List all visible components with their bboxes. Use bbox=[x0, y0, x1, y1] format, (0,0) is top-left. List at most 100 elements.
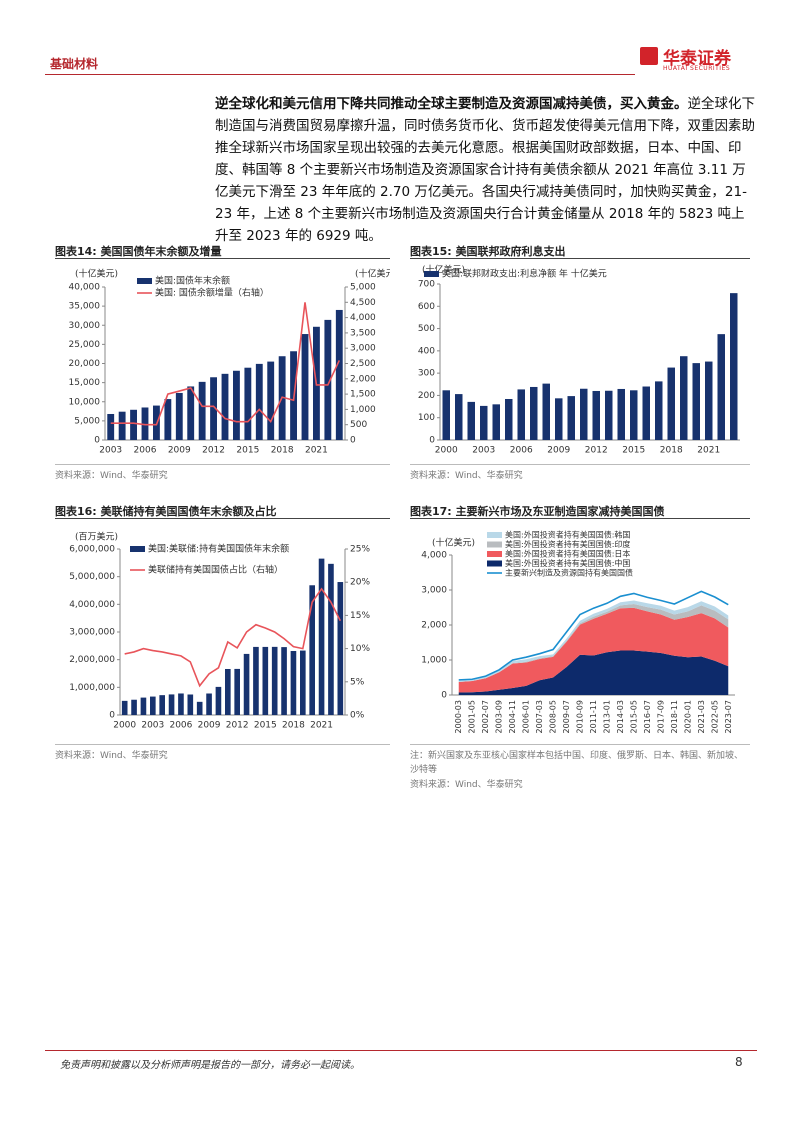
y2-tick-label: 25% bbox=[350, 545, 370, 555]
y-tick-label: 3,000,000 bbox=[69, 628, 115, 638]
y-tick-label: 35,000 bbox=[69, 302, 101, 312]
section: 基础材料 bbox=[50, 57, 99, 71]
area bbox=[458, 600, 729, 683]
x-tick-label: 2021 bbox=[310, 721, 333, 731]
bar bbox=[234, 668, 240, 715]
x-tick-label: 2016-07 bbox=[643, 700, 652, 733]
bar bbox=[267, 361, 275, 440]
y-tick-label: 700 bbox=[418, 280, 435, 290]
x-tick-label: 2000 bbox=[435, 446, 458, 456]
bar bbox=[692, 363, 700, 440]
line bbox=[110, 302, 341, 426]
rule bbox=[55, 744, 390, 745]
legend-swatch bbox=[487, 541, 502, 548]
source: 资料来源：Wind、华泰研究 bbox=[55, 751, 168, 761]
chart-label: 图表16: bbox=[55, 505, 97, 518]
y2-tick-label: 4,000 bbox=[350, 313, 376, 323]
y-tick-label: 10,000 bbox=[69, 397, 101, 407]
chart-title-text: 美联储持有美国国债年末余额及占比 bbox=[100, 505, 277, 518]
bar bbox=[253, 646, 259, 715]
y-tick-label: 4,000 bbox=[421, 551, 447, 561]
line bbox=[458, 590, 729, 681]
y-tick-label: 0 bbox=[94, 436, 100, 446]
x-tick-label: 2018-11 bbox=[670, 700, 679, 733]
bar bbox=[206, 693, 212, 715]
bar bbox=[164, 399, 172, 440]
bar bbox=[630, 390, 638, 440]
bar bbox=[667, 367, 675, 440]
legend-swatch bbox=[487, 560, 502, 567]
x-tick-label: 2015 bbox=[622, 446, 645, 456]
bar bbox=[233, 370, 240, 440]
bar bbox=[210, 377, 217, 440]
y-tick-label: 15,000 bbox=[69, 378, 101, 388]
y2-tick-label: 4,500 bbox=[350, 298, 376, 308]
disclaimer: 免责声明和披露以及分析师声明是报告的一部分，请务必一起阅读。 bbox=[60, 1060, 360, 1071]
chart-title: 图表14: 美国国债年末余额及增量 bbox=[55, 243, 222, 259]
legend-swatch bbox=[130, 546, 145, 552]
x-tick-label: 2003 bbox=[472, 446, 495, 456]
bar bbox=[221, 373, 229, 440]
x-tick-label: 2002-07 bbox=[481, 700, 490, 733]
note: 注：新兴国家及东亚核心国家样本包括中国、印度、俄罗斯、日本、韩国、新加坡、沙特等 bbox=[410, 751, 744, 775]
legend-swatch bbox=[424, 271, 439, 277]
y-tick-label: 0 bbox=[429, 436, 435, 446]
bar bbox=[580, 388, 588, 440]
bar bbox=[187, 694, 194, 715]
chart: 0 5,000 10,000 15,000 20,000 25,000 30,000 35,0… bbox=[69, 268, 391, 456]
y2-tick-label: 5% bbox=[350, 677, 365, 687]
y-tick-label: 4,000,000 bbox=[69, 600, 115, 610]
x-tick-label: 2021 bbox=[697, 446, 720, 456]
y2-tick-label: 500 bbox=[350, 420, 367, 430]
x-tick-label: 2009 bbox=[198, 721, 221, 731]
bar bbox=[225, 668, 231, 715]
body: 逆全球化下制造国与消费国贸易摩擦升温，同时债务货币化、货币超发使得美元信用下降，… bbox=[215, 96, 755, 244]
legend-swatch bbox=[487, 532, 502, 538]
source: 资料来源：Wind、华泰研究 bbox=[410, 471, 523, 481]
bar bbox=[121, 700, 128, 715]
y2-tick-label: 20% bbox=[350, 578, 370, 588]
y-tick-label: 25,000 bbox=[69, 340, 101, 350]
bar bbox=[335, 309, 343, 440]
bar bbox=[467, 401, 475, 440]
y2-tick-label: 5,000 bbox=[350, 283, 376, 293]
source: 资料来源：Wind、华泰研究 bbox=[55, 471, 168, 481]
logo-icon bbox=[640, 47, 658, 65]
bar bbox=[159, 695, 165, 715]
x-tick-label: 2018 bbox=[282, 721, 305, 731]
x-tick-label: 2023-07 bbox=[724, 700, 733, 733]
y-tick-label: 30,000 bbox=[69, 321, 101, 331]
x-tick-label: 2022-05 bbox=[710, 700, 719, 733]
bar bbox=[196, 701, 203, 715]
y2-tick-label: 15% bbox=[350, 611, 370, 621]
x-tick-label: 2003 bbox=[141, 721, 164, 731]
bar bbox=[505, 398, 513, 440]
y-tick-label: 20,000 bbox=[69, 359, 101, 369]
y-tick-label: 3,000 bbox=[421, 586, 447, 596]
y2-tick-label: 10% bbox=[350, 644, 370, 654]
y-tick-label: 100 bbox=[418, 413, 435, 423]
y-tick-label: 400 bbox=[418, 346, 435, 356]
y-unit: (十亿美元) bbox=[75, 268, 118, 280]
lead: 逆全球化和美元信用下降共同推动全球主要制造及资源国减持美债，买入黄金。 bbox=[215, 96, 688, 112]
bar bbox=[555, 398, 563, 440]
bar bbox=[517, 389, 525, 440]
bar bbox=[730, 293, 738, 440]
legend-label: 美国:外国投资者持有美国国债:印度 bbox=[505, 539, 630, 549]
x-tick-label: 2020-01 bbox=[683, 700, 692, 733]
bar bbox=[567, 396, 575, 440]
bar bbox=[328, 563, 334, 715]
y-tick-label: 6,000,000 bbox=[69, 545, 115, 555]
chart-label: 图表15: bbox=[410, 245, 452, 258]
y-tick-label: 500 bbox=[418, 324, 435, 334]
chart-title: 图表16: 美联储持有美国国债年末余额及占比 bbox=[55, 503, 277, 519]
y-tick-label: 2,000,000 bbox=[69, 655, 115, 665]
x-tick-label: 2011-11 bbox=[589, 700, 598, 733]
legend-swatch bbox=[137, 278, 152, 284]
y-tick-label: 40,000 bbox=[69, 283, 101, 293]
x-tick-label: 2017-09 bbox=[656, 700, 665, 733]
x-tick-label: 2000-03 bbox=[454, 700, 463, 733]
bar bbox=[480, 405, 488, 440]
